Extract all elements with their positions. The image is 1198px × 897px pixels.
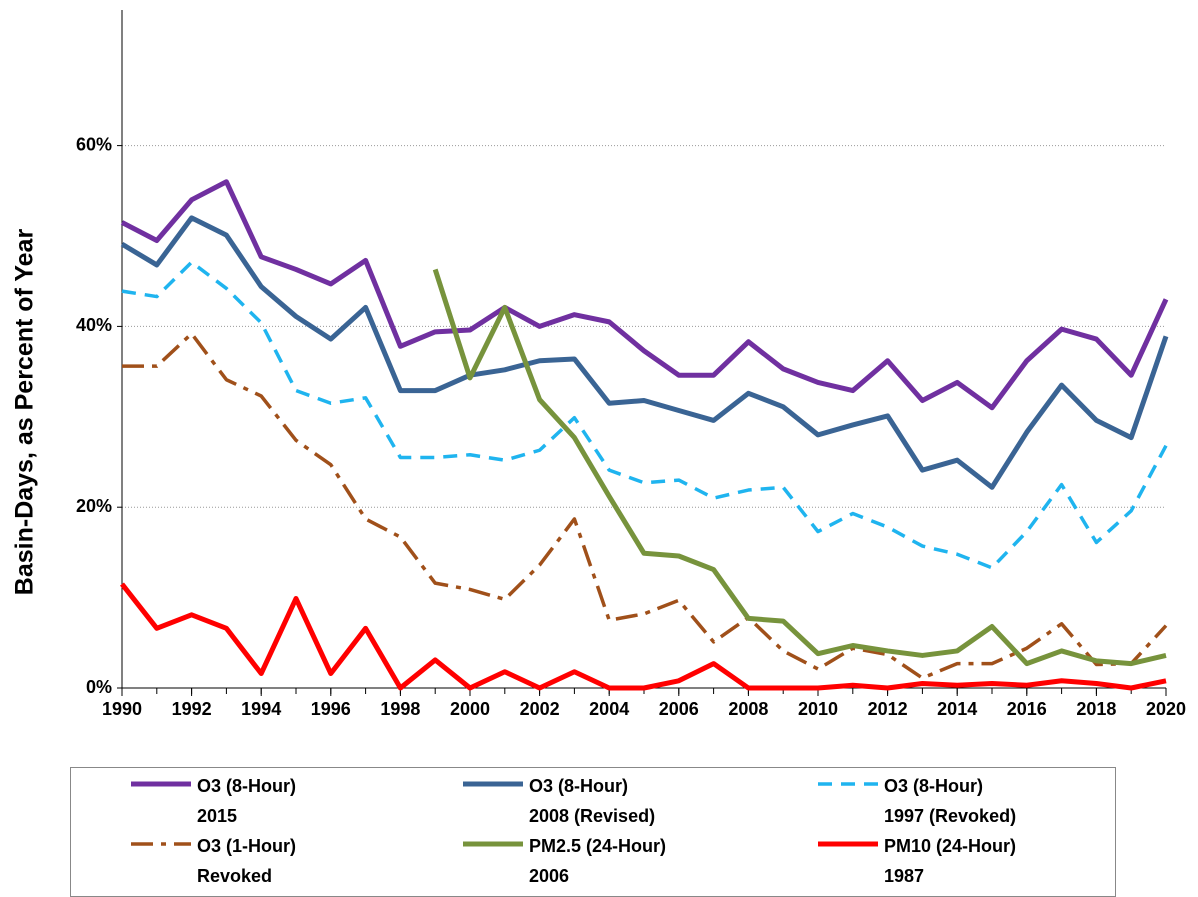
legend-swatch <box>463 781 523 787</box>
x-tick-label: 2014 <box>937 699 977 719</box>
x-tick-label: 1994 <box>241 699 281 719</box>
x-tick-label: 2010 <box>798 699 838 719</box>
legend-entry: PM2.5 (24-Hour) 2006 <box>461 828 801 888</box>
y-axis-label: Basin-Days, as Percent of Year <box>11 229 39 596</box>
legend-swatch <box>131 842 191 846</box>
x-tick-label: 2000 <box>450 699 490 719</box>
legend-label: O3 (8-Hour) 2015 <box>197 776 296 826</box>
series-line <box>432 268 1167 667</box>
legend-entry: O3 (1-Hour) Revoked <box>129 828 469 888</box>
x-tick-label: 2020 <box>1146 699 1186 719</box>
x-tick-label: 2006 <box>659 699 699 719</box>
x-tick-label: 2008 <box>728 699 768 719</box>
legend-swatch <box>463 841 523 847</box>
series-line <box>120 582 1167 691</box>
x-tick-label: 1998 <box>380 699 420 719</box>
x-tick-label: 2016 <box>1007 699 1047 719</box>
chart: Basin-Days, as Percent of Year 0% 20% 40% 6… <box>11 10 1186 719</box>
x-tick-label: 1990 <box>102 699 142 719</box>
x-tick-label: 1992 <box>172 699 212 719</box>
legend-entry: O3 (8-Hour) 2008 (Revised) <box>461 768 801 828</box>
legend-entry: O3 (8-Hour) 2015 <box>129 768 469 828</box>
series-line <box>120 215 1169 490</box>
x-tick-label: 2018 <box>1076 699 1116 719</box>
legend-entry: O3 (8-Hour) 1997 (Revoked) <box>816 768 1156 828</box>
x-tick-label: 1996 <box>311 699 351 719</box>
legend-label: PM2.5 (24-Hour) 2006 <box>529 836 667 886</box>
legend-swatch <box>818 841 878 847</box>
y-tick-label: 60% <box>76 134 112 154</box>
y-tick-label: 20% <box>76 496 112 516</box>
y-tick-label: 0% <box>86 677 112 697</box>
series-line <box>120 179 1169 411</box>
legend-label: O3 (1-Hour) Revoked <box>197 836 296 886</box>
x-tick-label: 2002 <box>520 699 560 719</box>
x-tick-label: 2004 <box>589 699 629 719</box>
series-line <box>121 260 1168 570</box>
legend-swatch <box>818 782 878 786</box>
y-tick-label: 40% <box>76 315 112 335</box>
legend-entry: PM10 (24-Hour) 1987 <box>816 828 1156 888</box>
legend-label: O3 (8-Hour) 1997 (Revoked) <box>884 776 1017 826</box>
series-line <box>122 331 1168 680</box>
legend-label: PM10 (24-Hour) 1987 <box>884 836 1017 886</box>
legend: O3 (8-Hour) 2015 O3 (8-Hour) 2008 (Revise… <box>70 767 1116 897</box>
legend-swatch <box>131 781 191 787</box>
x-tick-label: 2012 <box>868 699 908 719</box>
legend-label: O3 (8-Hour) 2008 (Revised) <box>529 776 656 826</box>
